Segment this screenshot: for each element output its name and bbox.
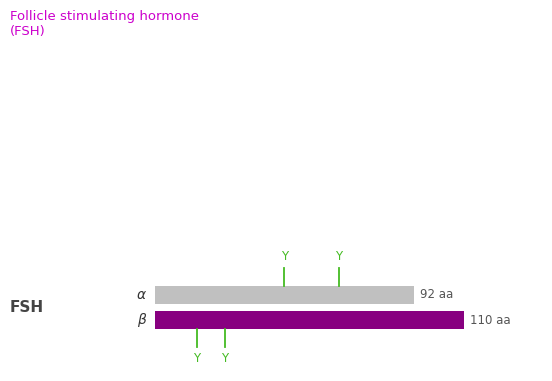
Text: $\beta$: $\beta$ xyxy=(136,311,147,329)
Text: 92 aa: 92 aa xyxy=(420,288,453,301)
Text: Y: Y xyxy=(193,352,200,365)
Text: $\alpha$: $\alpha$ xyxy=(136,288,147,302)
Text: Y: Y xyxy=(335,250,342,263)
Text: FSH: FSH xyxy=(10,299,44,314)
Bar xyxy=(155,311,464,329)
Text: Y: Y xyxy=(281,250,288,263)
Bar xyxy=(155,286,413,304)
Text: 110 aa: 110 aa xyxy=(470,314,511,327)
Text: Y: Y xyxy=(221,352,228,365)
Text: Follicle stimulating hormone
(FSH): Follicle stimulating hormone (FSH) xyxy=(10,10,199,38)
